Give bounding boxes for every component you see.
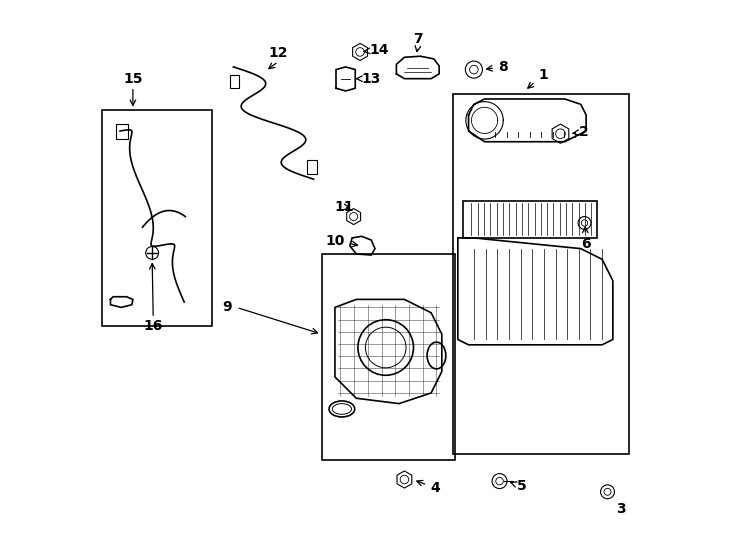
Text: 3: 3	[617, 502, 626, 516]
Text: 8: 8	[487, 60, 508, 74]
Text: 7: 7	[413, 31, 423, 45]
Text: 12: 12	[269, 46, 288, 60]
Text: 10: 10	[325, 234, 357, 248]
Text: 15: 15	[123, 72, 142, 86]
Text: 11: 11	[334, 200, 354, 214]
Text: 2: 2	[573, 125, 589, 139]
Text: 13: 13	[356, 72, 381, 86]
Text: 6: 6	[581, 227, 590, 251]
Text: 9: 9	[222, 300, 233, 314]
Text: 14: 14	[364, 43, 389, 57]
Text: 16: 16	[144, 319, 163, 333]
Text: 1: 1	[528, 68, 548, 88]
Text: 5: 5	[511, 480, 526, 494]
Text: 4: 4	[417, 481, 440, 495]
